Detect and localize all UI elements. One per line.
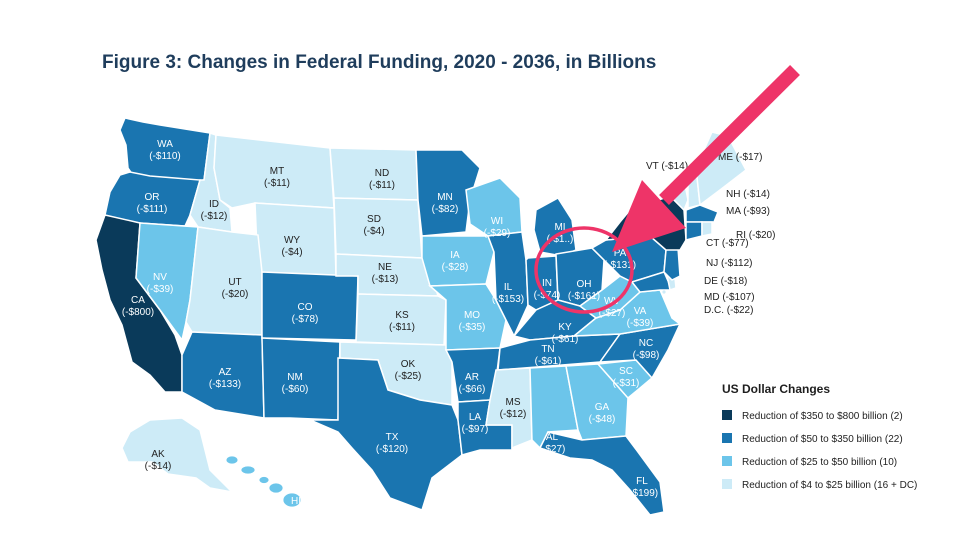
state-label-id: ID (-$12)	[201, 199, 228, 222]
state-label-mt: MT (-$11)	[264, 166, 290, 189]
state-mo	[428, 283, 507, 351]
state-label-ga: GA (-$48)	[589, 402, 616, 425]
state-label-ne: NE (-$13)	[372, 262, 399, 285]
state-label-vt: VT (-$14)	[646, 161, 688, 172]
figure-title: Figure 3: Changes in Federal Funding, 20…	[102, 52, 657, 73]
legend-label-3: Reduction of $25 to $50 billion (10)	[742, 457, 897, 468]
legend-swatch-2	[722, 433, 732, 443]
state-label-ct: CT (-$77)	[706, 238, 749, 249]
state-label-nv: NV (-$39)	[147, 272, 174, 295]
state-hi	[225, 455, 302, 508]
state-label-wi: WI (-$29)	[484, 216, 511, 239]
state-label-ri: RI (-$20)	[736, 230, 775, 241]
state-label-nc: NC (-$98)	[633, 338, 660, 361]
state-label-ak: AK (-$14)	[145, 449, 172, 472]
state-label-hi: HI (-$30)	[283, 496, 310, 519]
state-label-ia: IA (-$28)	[442, 250, 469, 273]
state-label-ma: MA (-$93)	[726, 206, 770, 217]
legend-swatch-1	[722, 410, 732, 420]
state-label-oh: OH (-$161)	[568, 279, 600, 302]
state-label-or: OR (-$111)	[137, 192, 168, 215]
state-ak	[121, 417, 235, 494]
state-label-il: IL (-$153)	[492, 282, 524, 305]
state-ks	[355, 293, 447, 346]
legend-swatch-4	[722, 479, 732, 489]
state-label-de: DE (-$18)	[704, 276, 747, 287]
state-label-dc: D.C. (-$22)	[704, 305, 753, 316]
state-ri	[701, 221, 713, 237]
state-label-ar: AR (-$66)	[459, 372, 486, 395]
state-label-sd: SD (-$4)	[363, 214, 384, 237]
arrow-shaft	[659, 65, 800, 205]
state-md	[630, 271, 674, 293]
state-label-ok: OK (-$25)	[395, 359, 422, 382]
state-fl	[538, 431, 665, 516]
state-label-nj: NJ (-$112)	[706, 258, 753, 269]
legend-swatch-3	[722, 456, 732, 466]
state-label-nm: NM (-$60)	[282, 372, 309, 395]
state-label-ut: UT (-$20)	[222, 277, 249, 300]
state-label-ms: MS (-$12)	[500, 397, 527, 420]
state-labels: WA (-$110) OR (-$111) CA (-$800)NV (-$39) ID (-$…	[122, 139, 776, 519]
state-ma	[685, 204, 719, 223]
state-label-la: LA (-$97)	[462, 412, 489, 435]
state-nm	[261, 337, 341, 421]
legend-label-2: Reduction of $50 to $350 billion (22)	[742, 434, 903, 445]
state-label-tn: TN (-$61)	[535, 344, 562, 367]
legend-label-1: Reduction of $350 to $800 billion (2)	[742, 411, 903, 422]
state-label-tx: TX (-$120)	[376, 432, 408, 455]
state-label-co: CO (-$78)	[292, 302, 319, 325]
legend-label-4: Reduction of $4 to $25 billion (16 + DC)	[742, 480, 917, 491]
state-label-wy: WY (-$4)	[281, 235, 302, 258]
legend: US Dollar Changes Reduction of $350 to $…	[722, 382, 917, 491]
state-label-ky: KY (-$61)	[552, 322, 579, 345]
state-label-wa: WA (-$110)	[149, 139, 181, 162]
state-mn	[415, 149, 481, 237]
state-label-wv: WV (-$27)	[599, 296, 626, 319]
state-label-fl: FL (-$199)	[626, 476, 658, 499]
state-label-md: MD (-$107)	[704, 292, 755, 303]
state-label-ks: KS (-$11)	[389, 310, 415, 333]
state-label-pa: PA (-$131)	[604, 248, 636, 271]
state-label-az: AZ (-$133)	[209, 367, 241, 390]
state-label-ca: CA (-$800)	[122, 295, 154, 318]
legend-title: US Dollar Changes	[722, 382, 830, 396]
arrow-head	[612, 180, 686, 252]
state-ut	[185, 226, 263, 336]
annotation	[534, 65, 800, 314]
state-label-al: AL (-$27)	[539, 432, 566, 455]
state-label-me: ME (-$17)	[718, 152, 762, 163]
state-ct	[685, 221, 703, 241]
state-label-nd: ND (-$11)	[369, 168, 395, 191]
state-label-mn: MN (-$82)	[432, 192, 459, 215]
state-label-va: VA (-$39)	[627, 306, 654, 329]
state-tx	[309, 357, 463, 511]
state-label-mi: MI (-$1..)	[547, 222, 574, 245]
state-ia	[421, 235, 495, 287]
highlight-circle	[534, 226, 634, 314]
state-dc	[661, 289, 667, 295]
state-label-sc: SC (-$31)	[613, 366, 640, 389]
state-label-nh: NH (-$14)	[726, 189, 770, 200]
state-label-mo: MO (-$35)	[459, 310, 486, 333]
state-nj	[663, 247, 681, 281]
